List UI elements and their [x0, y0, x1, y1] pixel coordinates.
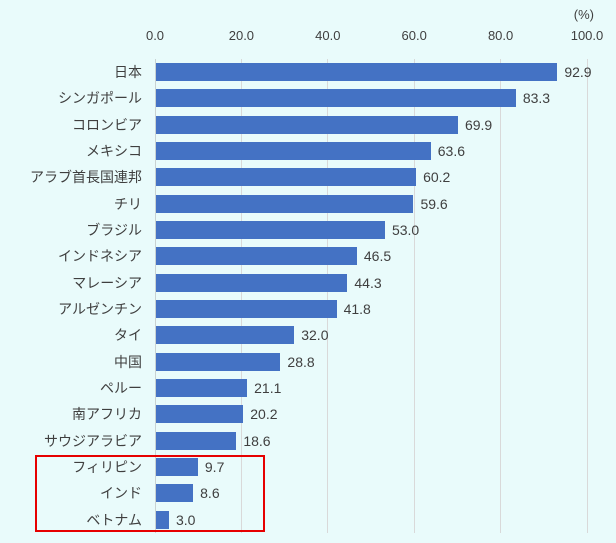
bar-row: 83.3: [155, 85, 587, 111]
value-label: 9.7: [204, 459, 225, 476]
gridline: [154, 59, 156, 533]
value-label: 60.2: [423, 169, 451, 186]
category-label: インドネシア: [58, 248, 142, 265]
value-label: 59.6: [420, 195, 448, 212]
category-label: 南アフリカ: [72, 406, 142, 423]
axis-unit-label: (%): [573, 7, 594, 22]
value-label: 46.5: [363, 248, 392, 265]
bar-row: 59.6: [155, 191, 587, 217]
bar: [156, 273, 348, 292]
bar-row: 41.8: [155, 296, 587, 322]
value-label: 3.0: [175, 511, 196, 528]
category-label: メキシコ: [86, 143, 142, 160]
bar: [156, 431, 237, 450]
x-axis-tick: 40.0: [315, 28, 341, 43]
bar: [156, 379, 248, 398]
bar-row: 18.6: [155, 428, 587, 454]
category-label: チリ: [114, 195, 142, 212]
bar: [156, 63, 558, 82]
value-label: 8.6: [200, 485, 220, 502]
bar-row: 60.2: [155, 164, 587, 190]
x-axis-tick: 60.0: [401, 28, 427, 43]
bar: [156, 194, 414, 213]
x-axis-tick: 20.0: [228, 28, 255, 43]
value-label: 21.1: [254, 380, 282, 397]
bar: [156, 142, 431, 161]
bar-row: 28.8: [155, 349, 587, 375]
gridline: [413, 59, 415, 533]
gridline: [240, 59, 242, 533]
category-label: フィリピン: [72, 459, 142, 476]
x-axis-tick: 0.0: [145, 28, 165, 43]
category-label: シンガポール: [58, 90, 142, 107]
category-label: 日本: [114, 64, 142, 81]
bar-row: 69.9: [155, 112, 587, 138]
bar: [156, 115, 458, 134]
gridline: [586, 59, 588, 533]
value-label: 92.9: [564, 64, 592, 81]
bar: [156, 247, 357, 266]
bar: [156, 405, 244, 424]
value-label: 83.3: [522, 90, 551, 107]
x-axis-tick: 100.0: [570, 28, 604, 43]
category-label: サウジアラビア: [44, 432, 142, 449]
bar-row: 8.6: [155, 480, 587, 506]
bar: [156, 300, 337, 319]
bar: [156, 352, 281, 371]
category-label: アルゼンチン: [58, 301, 142, 318]
bar: [156, 458, 198, 477]
bar-row: 46.5: [155, 243, 587, 269]
bar: [156, 326, 295, 345]
value-label: 44.3: [354, 274, 382, 291]
category-label: ブラジル: [86, 222, 142, 239]
category-label: 中国: [114, 353, 142, 370]
bar-row: 32.0: [155, 322, 587, 348]
bar-row: 21.1: [155, 375, 587, 401]
gridline: [500, 59, 502, 533]
bar: [156, 221, 385, 240]
bar-row: 9.7: [155, 454, 587, 480]
bar-row: 92.9: [155, 59, 592, 85]
value-label: 53.0: [391, 222, 420, 239]
category-label: アラブ首長国連邦: [30, 169, 142, 186]
category-label: ベトナム: [86, 511, 142, 528]
bar-row: 20.2: [155, 401, 587, 427]
category-label: マレーシア: [72, 274, 142, 291]
category-label: ペルー: [100, 380, 142, 397]
category-label: タイ: [114, 327, 142, 344]
bar-row: 53.0: [155, 217, 587, 243]
value-label: 28.8: [287, 353, 315, 370]
value-label: 41.8: [343, 301, 371, 318]
plot-area: 92.9 83.3 69.9 63.6 60.2 59.6 53.0 46.5 44.3 41.8…: [154, 59, 592, 533]
x-axis-tick: 80.0: [487, 28, 514, 43]
bar: [156, 484, 194, 503]
bar: [156, 89, 516, 108]
value-label: 63.6: [437, 143, 465, 160]
bar-row: 3.0: [155, 507, 587, 533]
bar-row: 63.6: [155, 138, 587, 164]
bar: [156, 168, 417, 187]
value-label: 18.6: [243, 432, 271, 449]
value-label: 32.0: [301, 327, 329, 344]
value-label: 69.9: [464, 116, 493, 133]
category-label: コロンビア: [72, 116, 142, 133]
bar: [156, 510, 169, 529]
bar-row: 44.3: [155, 270, 587, 296]
category-label: インド: [100, 485, 142, 502]
value-label: 20.2: [250, 406, 278, 423]
gridline: [327, 59, 329, 533]
